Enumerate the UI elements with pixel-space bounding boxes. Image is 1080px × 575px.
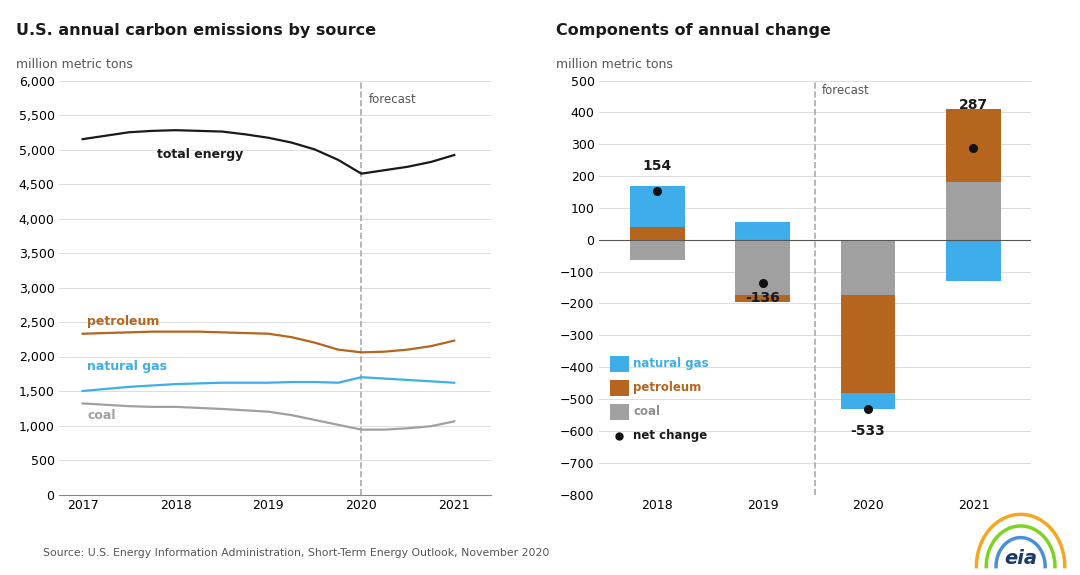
Bar bbox=[630, 240, 685, 260]
Text: total energy: total energy bbox=[157, 148, 243, 162]
Bar bbox=[840, 393, 895, 408]
Bar bbox=[735, 240, 791, 296]
Text: natural gas: natural gas bbox=[87, 361, 167, 373]
Bar bbox=[735, 222, 791, 240]
Text: eia: eia bbox=[1004, 549, 1037, 568]
Bar bbox=[630, 227, 685, 240]
Text: coal: coal bbox=[87, 409, 116, 422]
Bar bbox=[735, 296, 791, 302]
Bar bbox=[630, 186, 685, 227]
Text: Components of annual change: Components of annual change bbox=[556, 22, 832, 37]
Text: 287: 287 bbox=[959, 98, 988, 112]
Bar bbox=[946, 109, 1001, 182]
Text: petroleum: petroleum bbox=[633, 381, 701, 394]
Bar bbox=[840, 296, 895, 393]
Text: forecast: forecast bbox=[822, 85, 869, 97]
Bar bbox=[946, 182, 1001, 240]
Bar bbox=[610, 380, 629, 396]
Bar bbox=[840, 240, 895, 296]
Text: -136: -136 bbox=[745, 291, 780, 305]
Text: net change: net change bbox=[633, 429, 707, 442]
Text: petroleum: petroleum bbox=[87, 316, 160, 328]
Bar bbox=[610, 356, 629, 372]
Text: million metric tons: million metric tons bbox=[556, 58, 673, 71]
Text: U.S. annual carbon emissions by source: U.S. annual carbon emissions by source bbox=[16, 22, 376, 37]
Bar bbox=[610, 404, 629, 420]
Text: coal: coal bbox=[633, 405, 660, 418]
Text: natural gas: natural gas bbox=[633, 358, 708, 370]
Text: -533: -533 bbox=[851, 424, 886, 439]
Text: million metric tons: million metric tons bbox=[16, 58, 133, 71]
Text: forecast: forecast bbox=[368, 93, 417, 106]
Text: 154: 154 bbox=[643, 159, 672, 173]
Bar bbox=[946, 240, 1001, 281]
Text: Source: U.S. Energy Information Administration, Short-Term Energy Outlook, Novem: Source: U.S. Energy Information Administ… bbox=[43, 548, 550, 558]
